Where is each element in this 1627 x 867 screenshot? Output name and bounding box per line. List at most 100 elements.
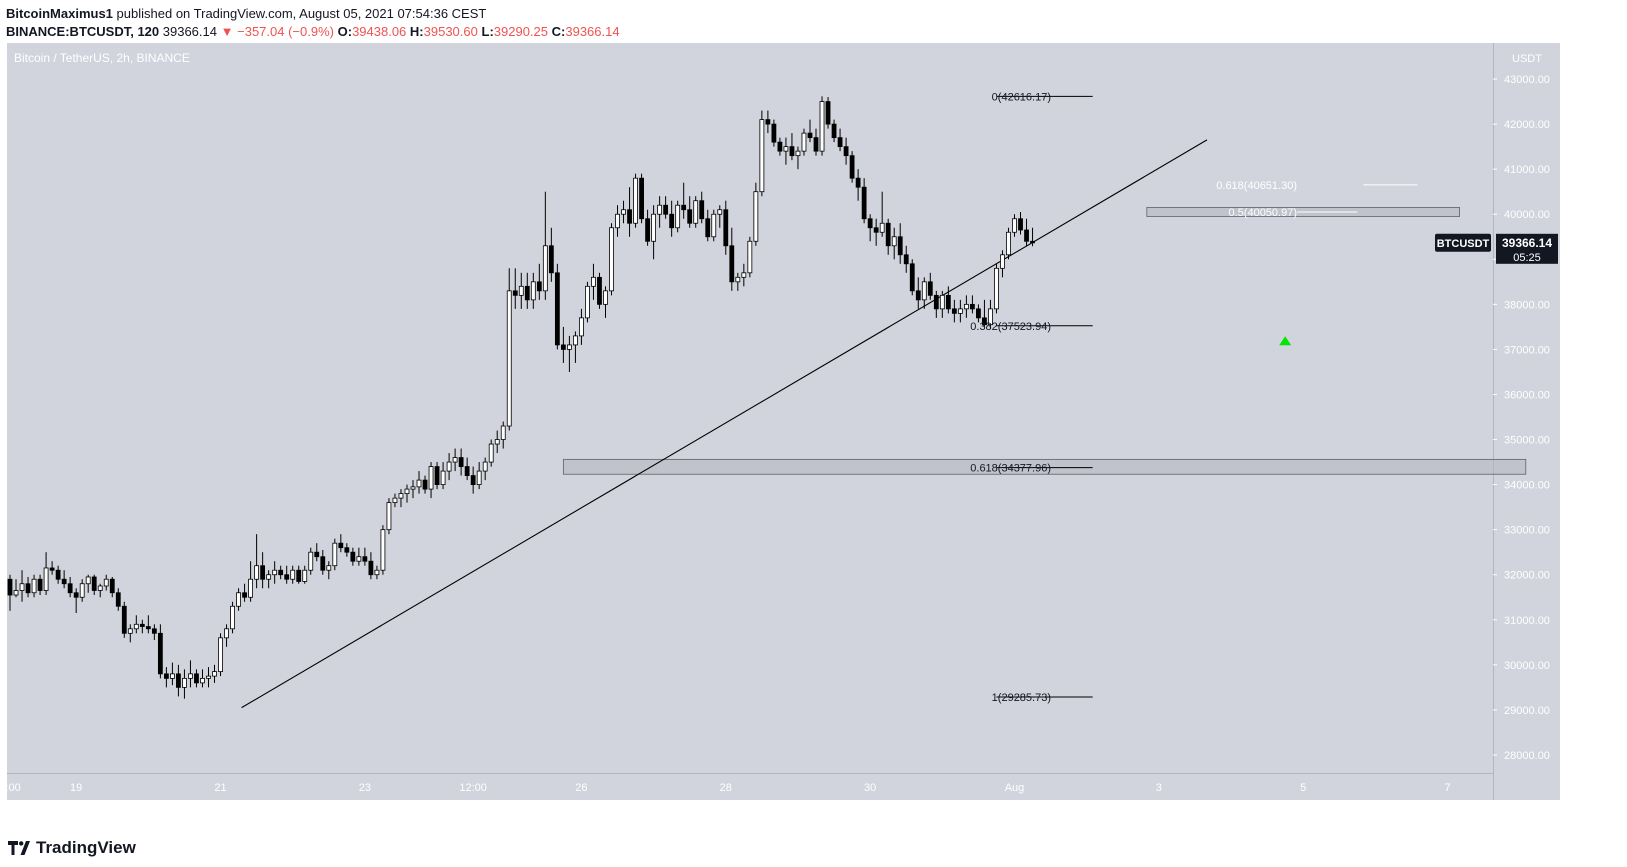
candle xyxy=(176,664,181,697)
high-label: H: xyxy=(409,24,424,39)
candle xyxy=(591,263,596,300)
candle xyxy=(85,574,91,593)
candle-body xyxy=(615,213,620,229)
candle xyxy=(19,570,25,602)
candle xyxy=(554,263,560,350)
candle-body xyxy=(320,556,326,571)
fib-level-label: 0.618(34377.96) xyxy=(970,463,1051,475)
candle-body xyxy=(133,623,139,630)
candle-body xyxy=(73,592,79,598)
fib-level-label: 0.5(40050.97) xyxy=(1229,207,1298,219)
candle xyxy=(915,277,921,309)
candle xyxy=(344,543,350,557)
candle xyxy=(254,534,260,589)
candle-body xyxy=(855,177,861,188)
candle-body xyxy=(446,461,452,472)
candle-body xyxy=(266,574,272,580)
candle-body xyxy=(807,132,813,139)
chart-title: Bitcoin / TetherUS, 2h, BINANCE xyxy=(14,51,190,65)
x-tick-label: 26 xyxy=(575,782,587,794)
candle-body xyxy=(777,141,783,152)
high-value: 39530.60 xyxy=(423,24,478,39)
candle xyxy=(747,236,753,278)
y-tick-label: 43000.00 xyxy=(1504,74,1550,86)
price-tag: 39366.14 xyxy=(1502,236,1552,250)
candle-body xyxy=(976,308,981,319)
candle-body xyxy=(362,556,368,562)
candle-body xyxy=(933,294,939,310)
candle-body xyxy=(230,605,235,630)
candle xyxy=(921,277,927,309)
candle xyxy=(512,268,518,309)
candle-body xyxy=(278,569,284,576)
y-tick-label: 34000.00 xyxy=(1504,480,1550,492)
candle-body xyxy=(350,551,356,562)
candle xyxy=(585,281,590,323)
candle-body xyxy=(224,628,229,639)
candle-body xyxy=(951,308,957,314)
candle xyxy=(687,196,693,228)
y-tick-label: 42000.00 xyxy=(1504,119,1550,131)
candle xyxy=(819,96,825,156)
candle-body xyxy=(554,272,560,346)
candle-body xyxy=(1000,254,1005,269)
candle-body xyxy=(783,146,789,152)
price-tag-bg xyxy=(1496,233,1558,264)
candle xyxy=(338,534,344,553)
candle-body xyxy=(43,567,49,591)
candle-body xyxy=(31,578,37,594)
candle-body xyxy=(771,123,777,143)
candle xyxy=(627,187,632,237)
candle-body xyxy=(326,565,332,571)
candle-body xyxy=(488,443,494,463)
candle xyxy=(79,579,85,602)
candle-body xyxy=(290,569,296,580)
candle-body xyxy=(945,294,951,310)
candle-body xyxy=(759,119,765,193)
candle-body xyxy=(368,560,374,576)
candle-body xyxy=(200,677,205,684)
candle-body xyxy=(1006,231,1011,256)
candle xyxy=(903,245,909,273)
candle xyxy=(789,133,795,161)
x-tick-label: 5 xyxy=(1300,782,1306,794)
candle xyxy=(825,97,831,129)
candle xyxy=(1006,227,1011,260)
candle-body xyxy=(729,245,735,283)
candle-body xyxy=(212,671,217,677)
author-name[interactable]: BitcoinMaximus1 xyxy=(6,6,113,21)
candle-body xyxy=(579,317,584,337)
candle xyxy=(43,552,49,596)
candle xyxy=(741,263,747,287)
candle xyxy=(783,137,789,165)
candle-body xyxy=(693,200,699,224)
candle xyxy=(127,624,133,643)
candle xyxy=(633,173,638,228)
candle xyxy=(891,227,897,260)
candle xyxy=(224,624,229,647)
candle xyxy=(560,326,566,363)
candle xyxy=(200,669,205,688)
candle xyxy=(813,128,819,156)
candle-body xyxy=(957,308,963,314)
candle-body xyxy=(813,137,819,152)
candle-body xyxy=(194,673,199,684)
tradingview-logo[interactable]: TradingView xyxy=(8,838,136,858)
candle xyxy=(230,601,235,634)
candle xyxy=(615,205,620,237)
candle xyxy=(368,552,374,580)
candle-body xyxy=(476,470,482,486)
candle-body xyxy=(765,119,771,125)
candle-body xyxy=(639,177,644,220)
candle-body xyxy=(344,547,350,553)
candle xyxy=(218,633,223,677)
candle-body xyxy=(915,290,921,301)
candle-body xyxy=(927,281,933,296)
candle xyxy=(284,565,290,584)
candle-body xyxy=(500,425,506,440)
x-tick-label: 23 xyxy=(359,782,371,794)
candle-body xyxy=(374,569,380,576)
candle-body xyxy=(127,628,133,634)
candle-body xyxy=(903,254,909,265)
